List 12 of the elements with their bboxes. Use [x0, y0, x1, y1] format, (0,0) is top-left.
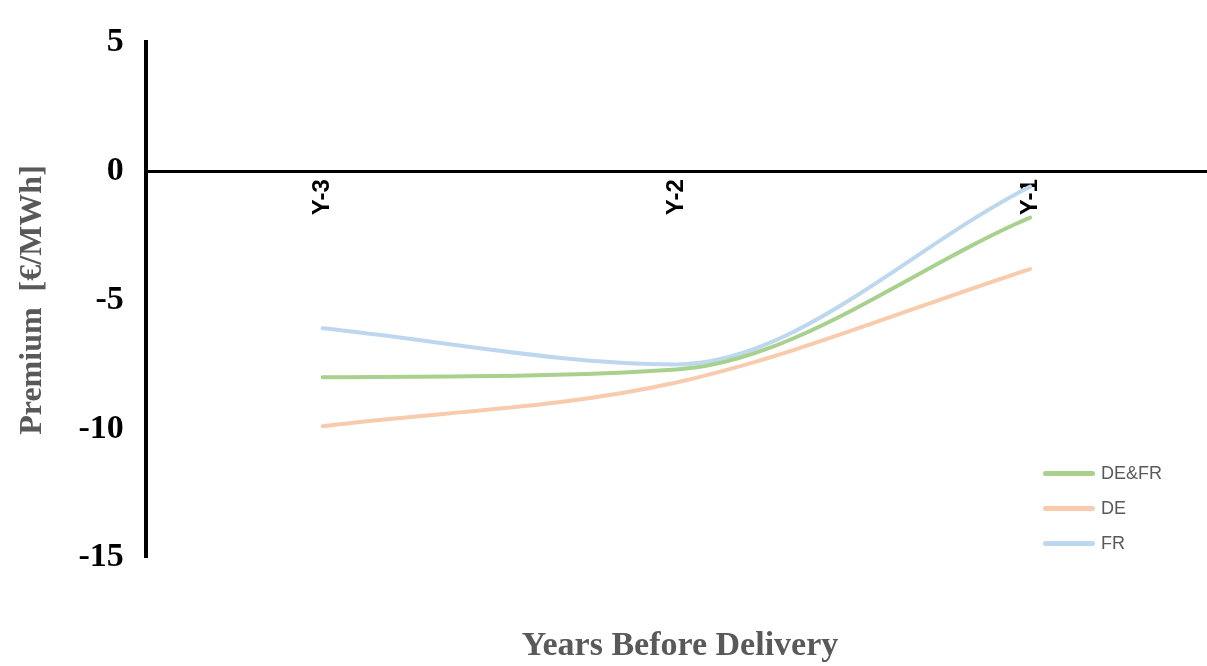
legend-label: FR: [1100, 533, 1125, 554]
legend-label: DE&FR: [1100, 463, 1162, 484]
y-tick-label: 5: [106, 21, 124, 59]
y-tick-label: -5: [95, 278, 124, 316]
legend-label: DE: [1100, 498, 1126, 519]
x-axis-title: Years Before Delivery: [520, 624, 840, 664]
y-tick-label: 0: [106, 149, 124, 187]
y-tick-label: -15: [78, 536, 124, 574]
y-tick-label: -10: [78, 407, 124, 445]
x-tick-label: Y-2: [660, 179, 688, 216]
y-axis-title: Premium [€/MWh]: [12, 165, 49, 435]
x-tick-label: Y-3: [307, 179, 335, 216]
